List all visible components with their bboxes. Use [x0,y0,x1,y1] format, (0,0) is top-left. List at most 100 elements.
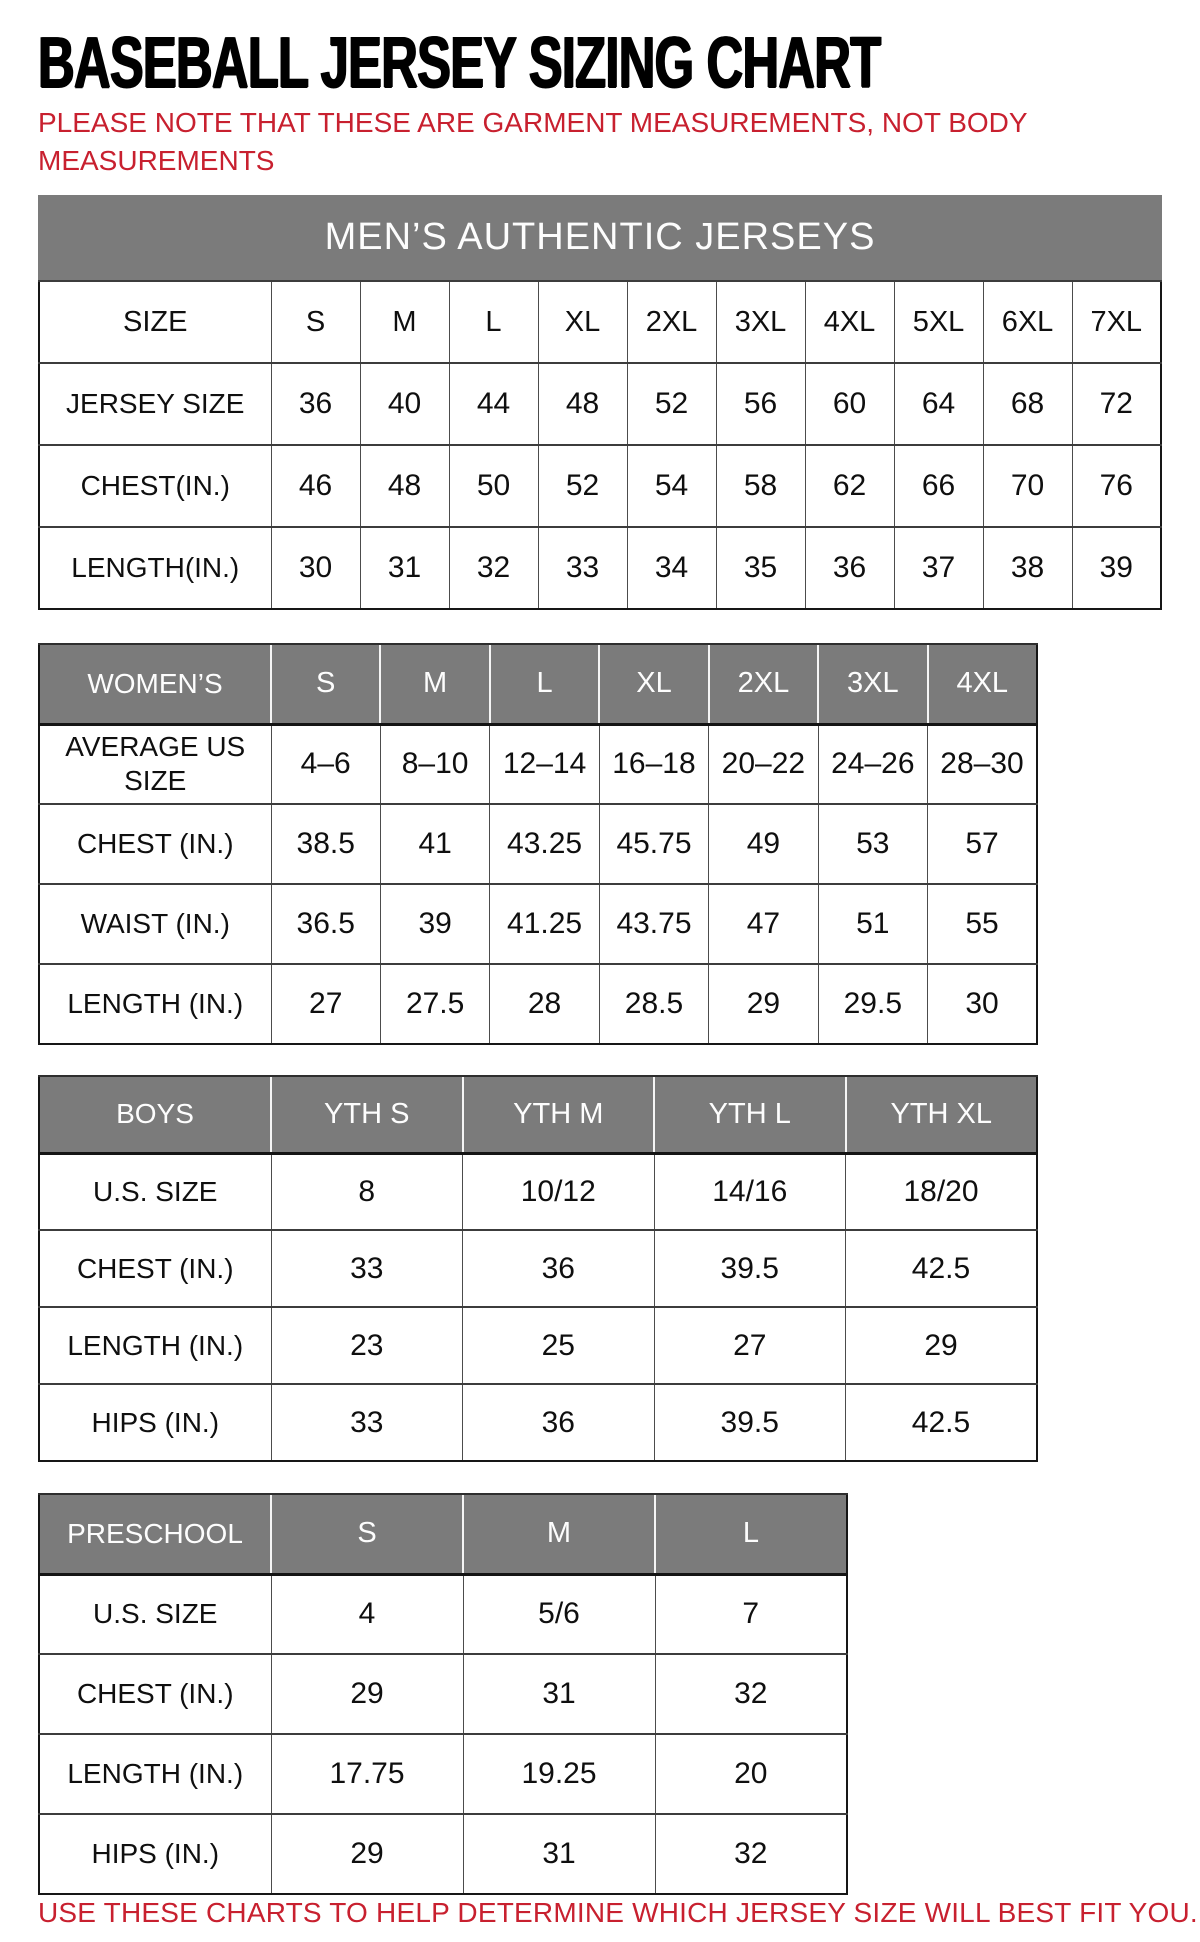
size-header-cell: YTH L [653,1075,846,1155]
data-row: CHEST (IN.) 33 36 39.5 42.5 [38,1229,1038,1308]
value-cell: 36 [270,362,361,446]
value-cell: 28.5 [598,963,710,1045]
value-cell: 72 [1071,362,1162,446]
row-label: PRESCHOOL [38,1493,272,1576]
data-row: HIPS (IN.) 33 36 39.5 42.5 [38,1383,1038,1462]
row-label: SIZE [38,280,272,364]
mens-size-table: SIZE S M L XL 2XL 3XL 4XL 5XL 6XL 7XL JERSEY SIZE 36… [38,280,1162,610]
value-cell: 57 [927,803,1038,885]
data-row: HIPS (IN.) 29 31 32 [38,1813,848,1895]
value-cell: 56 [715,362,806,446]
value-cell: 25 [462,1306,655,1385]
value-cell: 50 [448,444,539,528]
value-cell: 46 [270,444,361,528]
preschool-size-table: PRESCHOOL S M L U.S. SIZE 4 5/6 7 CHEST (IN.) 29 3… [38,1493,848,1895]
value-cell: 5/6 [462,1573,656,1655]
value-cell: 27 [270,963,381,1045]
value-cell: 36.5 [270,883,381,965]
value-cell: 39.5 [653,1383,846,1462]
value-cell: 52 [626,362,717,446]
value-cell: 40 [359,362,450,446]
size-header-cell: YTH XL [844,1075,1038,1155]
value-cell: 54 [626,444,717,528]
size-header-cell: 7XL [1071,280,1162,364]
data-row: WAIST (IN.) 36.5 39 41.25 43.75 47 51 55 [38,883,1038,965]
value-cell: 31 [462,1813,656,1895]
value-cell: 62 [804,444,895,528]
value-cell: 4 [270,1573,464,1655]
size-header-cell: S [269,643,381,726]
value-cell: 55 [927,883,1038,965]
size-header-cell: XL [537,280,628,364]
value-cell: 28–30 [927,723,1038,805]
value-cell: 47 [708,883,819,965]
value-cell: 39 [1071,526,1162,610]
value-cell: 35 [715,526,806,610]
womens-size-table: WOMEN’S S M L XL 2XL 3XL 4XL AVERAGE US SIZE 4–6 8… [38,643,1038,1045]
value-cell: 32 [654,1813,848,1895]
value-cell: 30 [270,526,361,610]
header-row: WOMEN’S S M L XL 2XL 3XL 4XL [38,643,1038,726]
value-cell: 41.25 [489,883,600,965]
value-cell: 8–10 [379,723,491,805]
size-header-cell: S [270,1493,464,1576]
value-cell: 60 [804,362,895,446]
value-cell: 37 [893,526,984,610]
row-label: JERSEY SIZE [38,362,272,446]
row-label: BOYS [38,1075,272,1155]
value-cell: 20–22 [708,723,819,805]
value-cell: 36 [804,526,895,610]
size-header-cell: 2XL [626,280,717,364]
size-header-cell: YTH S [270,1075,463,1155]
row-label: HIPS (IN.) [38,1383,272,1462]
data-row: CHEST(IN.) 46 48 50 52 54 58 62 66 70 76 [38,444,1162,528]
header-row: SIZE S M L XL 2XL 3XL 4XL 5XL 6XL 7XL [38,280,1162,364]
value-cell: 42.5 [845,1229,1038,1308]
value-cell: 18/20 [845,1152,1038,1231]
size-header-cell: 3XL [715,280,806,364]
value-cell: 4–6 [270,723,381,805]
row-label: CHEST(IN.) [38,444,272,528]
value-cell: 33 [537,526,628,610]
mens-authentic-jerseys-banner: MEN’S AUTHENTIC JERSEYS [38,195,1162,280]
value-cell: 70 [982,444,1073,528]
size-header-cell: M [359,280,450,364]
value-cell: 39.5 [653,1229,846,1308]
value-cell: 66 [893,444,984,528]
value-cell: 43.75 [598,883,710,965]
row-label: HIPS (IN.) [38,1813,272,1895]
value-cell: 36 [462,1229,655,1308]
size-header-cell: YTH M [461,1075,655,1155]
header-row: BOYS YTH S YTH M YTH L YTH XL [38,1075,1038,1155]
value-cell: 20 [654,1733,848,1815]
data-row: U.S. SIZE 4 5/6 7 [38,1573,848,1655]
value-cell: 33 [270,1383,463,1462]
size-header-cell: XL [598,643,710,726]
page-title: BASEBALL JERSEY SIZING CHART [38,23,881,104]
subtitle-line-2: MEASUREMENTS [38,145,275,176]
value-cell: 53 [817,803,929,885]
value-cell: 28 [489,963,600,1045]
value-cell: 38.5 [270,803,381,885]
value-cell: 52 [537,444,628,528]
value-cell: 17.75 [270,1733,464,1815]
data-row: AVERAGE US SIZE 4–6 8–10 12–14 16–18 20–22 24–… [38,723,1038,805]
value-cell: 44 [448,362,539,446]
value-cell: 33 [270,1229,463,1308]
row-label: LENGTH (IN.) [38,1733,272,1815]
data-row: LENGTH (IN.) 27 27.5 28 28.5 29 29.5 30 [38,963,1038,1045]
row-label: U.S. SIZE [38,1152,272,1231]
size-header-cell: L [488,643,600,726]
value-cell: 29.5 [817,963,929,1045]
value-cell: 29 [845,1306,1038,1385]
value-cell: 29 [270,1813,464,1895]
value-cell: 27 [653,1306,846,1385]
row-label: CHEST (IN.) [38,803,272,885]
value-cell: 64 [893,362,984,446]
size-header-cell: 4XL [804,280,895,364]
value-cell: 41 [379,803,491,885]
value-cell: 31 [462,1653,656,1735]
data-row: CHEST (IN.) 29 31 32 [38,1653,848,1735]
data-row: U.S. SIZE 8 10/12 14/16 18/20 [38,1152,1038,1231]
